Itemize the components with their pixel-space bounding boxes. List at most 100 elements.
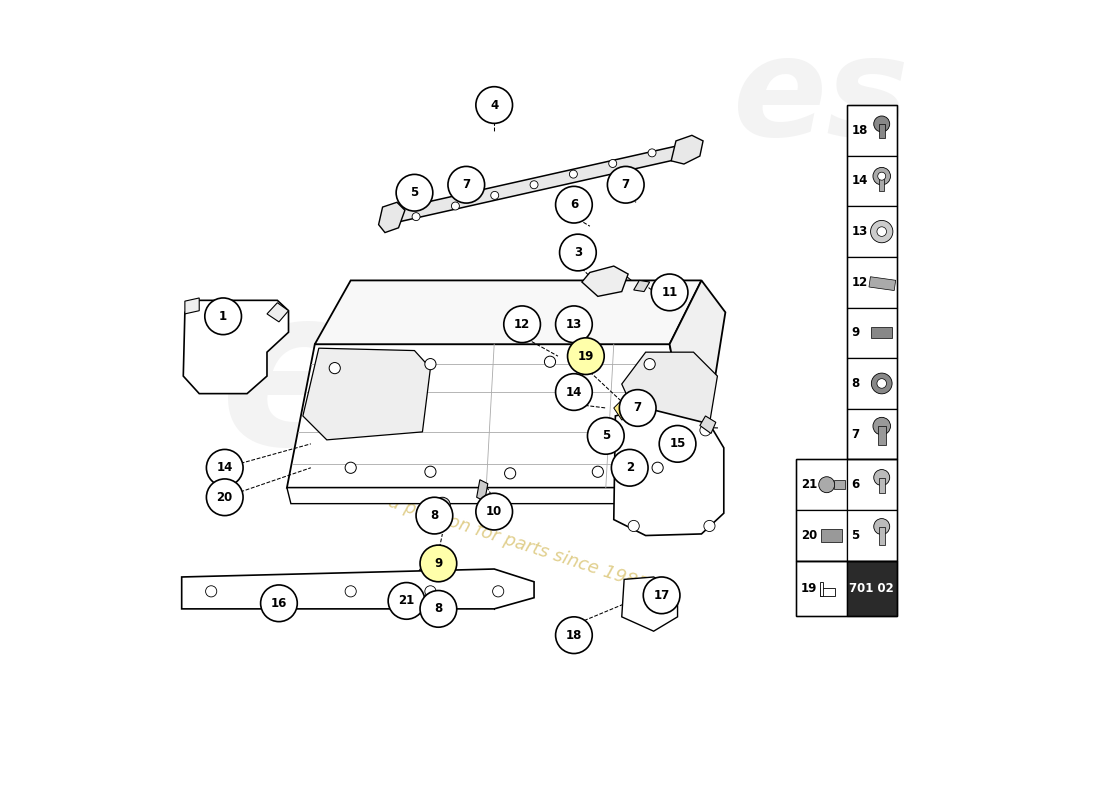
Circle shape [206, 586, 217, 597]
Bar [820, 589, 836, 597]
Circle shape [491, 191, 498, 199]
Circle shape [388, 582, 425, 619]
Circle shape [570, 170, 578, 178]
Circle shape [873, 518, 890, 534]
Text: 13: 13 [565, 318, 582, 330]
Text: 6: 6 [851, 478, 859, 491]
Bar [796, 510, 847, 561]
Polygon shape [378, 202, 405, 233]
Bar [847, 105, 896, 459]
Circle shape [425, 586, 436, 597]
Text: 9: 9 [434, 557, 442, 570]
Circle shape [544, 356, 556, 367]
Text: 7: 7 [851, 427, 859, 441]
Circle shape [261, 585, 297, 622]
Circle shape [704, 520, 715, 531]
Text: 19: 19 [578, 350, 594, 362]
Bar [820, 582, 824, 597]
Bar [879, 526, 884, 545]
Bar [821, 529, 842, 542]
Text: 3: 3 [574, 246, 582, 259]
Bar [847, 257, 896, 307]
Text: 13: 13 [851, 225, 868, 238]
Circle shape [436, 554, 444, 562]
Bar [847, 206, 896, 257]
Circle shape [556, 306, 592, 342]
Polygon shape [700, 416, 716, 434]
Circle shape [420, 590, 456, 627]
Polygon shape [476, 480, 487, 502]
Bar [796, 561, 896, 616]
Polygon shape [670, 281, 725, 488]
Text: eu: eu [220, 277, 529, 491]
Text: 19: 19 [801, 582, 817, 595]
Text: 11: 11 [661, 286, 678, 299]
Bar [796, 561, 847, 616]
Circle shape [556, 186, 592, 223]
Text: 9: 9 [851, 326, 859, 339]
Text: 20: 20 [217, 490, 233, 504]
Circle shape [870, 221, 893, 242]
Polygon shape [614, 408, 724, 535]
Bar [847, 510, 896, 561]
Bar [847, 459, 896, 510]
Circle shape [556, 617, 592, 654]
Circle shape [451, 202, 460, 210]
Bar [847, 156, 896, 206]
Circle shape [873, 418, 891, 435]
Bar [869, 277, 895, 290]
Circle shape [205, 298, 242, 334]
Text: 1: 1 [219, 310, 228, 322]
Polygon shape [386, 145, 682, 225]
Circle shape [877, 378, 887, 388]
Polygon shape [267, 302, 288, 322]
Bar [879, 478, 884, 493]
Text: 5: 5 [851, 529, 859, 542]
Circle shape [873, 470, 890, 486]
Text: 12: 12 [851, 276, 868, 289]
Circle shape [425, 466, 436, 478]
Circle shape [329, 362, 340, 374]
Text: 7: 7 [634, 402, 641, 414]
Text: 10: 10 [486, 505, 503, 518]
Circle shape [645, 358, 656, 370]
Text: 4: 4 [491, 98, 498, 111]
Circle shape [345, 462, 356, 474]
Circle shape [871, 373, 892, 394]
Polygon shape [287, 488, 697, 504]
Circle shape [396, 174, 432, 211]
Bar [796, 459, 896, 561]
Circle shape [345, 586, 356, 597]
Circle shape [607, 166, 645, 203]
Bar [847, 561, 896, 616]
Text: 8: 8 [434, 602, 442, 615]
Bar [879, 124, 884, 138]
Circle shape [592, 466, 604, 478]
Bar [796, 459, 847, 510]
Circle shape [700, 425, 711, 436]
Text: 12: 12 [514, 318, 530, 330]
Polygon shape [621, 352, 717, 440]
Text: 14: 14 [851, 174, 868, 187]
Polygon shape [614, 396, 641, 420]
Bar [834, 480, 845, 490]
Circle shape [420, 545, 456, 582]
Circle shape [619, 390, 656, 426]
Text: 7: 7 [621, 178, 630, 191]
Text: 14: 14 [565, 386, 582, 398]
Text: 18: 18 [851, 124, 868, 137]
Circle shape [659, 426, 696, 462]
Circle shape [207, 479, 243, 515]
Circle shape [530, 181, 538, 189]
Text: 7: 7 [462, 178, 471, 191]
Circle shape [207, 450, 243, 486]
Text: 2: 2 [626, 462, 634, 474]
Circle shape [873, 116, 890, 132]
Circle shape [877, 227, 887, 236]
Polygon shape [302, 348, 430, 440]
Bar [847, 409, 896, 459]
Polygon shape [621, 577, 678, 631]
Bar [871, 327, 892, 338]
Text: 15: 15 [670, 438, 685, 450]
Text: 701 02: 701 02 [849, 582, 894, 595]
